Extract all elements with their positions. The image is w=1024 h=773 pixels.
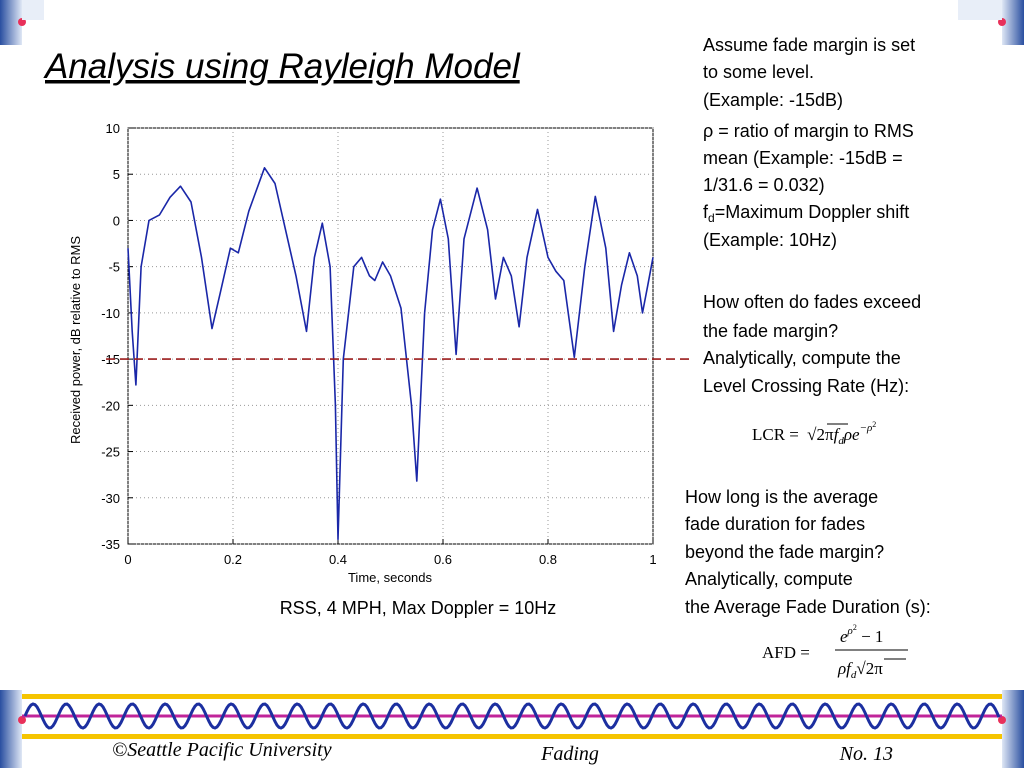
note-line: Assume fade margin is set xyxy=(703,35,915,55)
footer-band xyxy=(22,694,1002,739)
sqrt-sign: √ xyxy=(807,425,817,444)
sqrt-sign: √ xyxy=(856,659,866,678)
numerator: eρ2 − 1 xyxy=(840,623,883,646)
lhs: LCR = xyxy=(752,425,803,444)
footer-center: Fading xyxy=(540,743,599,765)
x-tick-label: 0.6 xyxy=(434,552,452,567)
x-tick-label: 0.2 xyxy=(224,552,242,567)
y-tick-label: 10 xyxy=(106,121,120,136)
y-tick-label: 0 xyxy=(113,213,120,228)
denominator: ρfd√2π xyxy=(837,659,883,681)
note-line: fade duration for fades xyxy=(685,514,865,534)
y-tick-label: -35 xyxy=(101,537,120,552)
x-tick-label: 0.4 xyxy=(329,552,347,567)
text: =Maximum Doppler shift xyxy=(715,202,910,222)
note-line: Level Crossing Rate (Hz): xyxy=(703,376,909,396)
note-line: How often do fades exceed xyxy=(703,292,921,312)
symbol: f xyxy=(703,202,709,222)
data-line xyxy=(127,167,654,541)
minus-one: − 1 xyxy=(857,627,884,646)
subscript: d xyxy=(708,211,715,225)
e: e xyxy=(840,627,848,646)
lcr-formula: LCR = √2πfdρe−ρ2 xyxy=(752,420,876,447)
note-line: the Average Fade Duration (s): xyxy=(685,597,931,617)
x-tick-label: 0 xyxy=(124,552,131,567)
y-tick-label: -20 xyxy=(101,398,120,413)
note-line: ρ = ratio of margin to RMS xyxy=(703,121,914,141)
exp2: 2 xyxy=(853,623,857,632)
afd-formula: AFD = eρ2 − 1 ρfd√2π xyxy=(762,623,908,681)
y-tick-label: -30 xyxy=(101,491,120,506)
notes: fd=Maximum Doppler shift (Example: 10Hz)… xyxy=(685,35,931,681)
y-tick-label: -25 xyxy=(101,445,120,460)
note-line: 1/31.6 = 0.032) xyxy=(703,175,825,195)
y-tick-label: -10 xyxy=(101,306,120,321)
sub: d xyxy=(851,669,857,681)
note-line: to some level. xyxy=(703,62,814,82)
note-line: Analytically, compute xyxy=(685,569,853,589)
chart-caption: RSS, 4 MPH, Max Doppler = 10Hz xyxy=(280,598,557,618)
exp2: 2 xyxy=(872,420,876,429)
f: f xyxy=(834,425,841,444)
footer-right: No. 13 xyxy=(839,743,893,765)
x-tick-label: 0.8 xyxy=(539,552,557,567)
x-axis-label: Time, seconds xyxy=(348,570,433,585)
exp: ρ xyxy=(847,625,853,637)
sub: d xyxy=(838,435,844,447)
doppler-line: fd=Maximum Doppler shift xyxy=(703,202,909,225)
note-line: the fade margin? xyxy=(703,321,838,341)
radicand: 2π xyxy=(817,425,835,444)
x-tick-label: 1 xyxy=(649,552,656,567)
y-axis-label: Received power, dB relative to RMS xyxy=(68,236,83,444)
note-line: Analytically, compute the xyxy=(703,348,901,368)
slide-title: Analysis using Rayleigh Model xyxy=(43,47,521,86)
rho-e: ρe xyxy=(843,425,860,444)
note-line: How long is the average xyxy=(685,487,878,507)
rho-f: ρf xyxy=(837,659,853,678)
note-line: beyond the fade margin? xyxy=(685,542,884,562)
y-tick-label: -5 xyxy=(108,260,120,275)
exp: −ρ xyxy=(860,422,873,434)
plot-frame xyxy=(127,127,654,545)
note-line: mean (Example: -15dB = xyxy=(703,148,903,168)
formula: LCR = √2πfdρe−ρ2 xyxy=(752,420,876,447)
y-tick-label: 5 xyxy=(113,167,120,182)
lhs: AFD = xyxy=(762,643,810,662)
note-line: (Example: 10Hz) xyxy=(703,230,837,250)
footer-left: ©Seattle Pacific University xyxy=(112,739,332,761)
radicand: 2π xyxy=(866,659,884,678)
note-line: (Example: -15dB) xyxy=(703,90,843,110)
